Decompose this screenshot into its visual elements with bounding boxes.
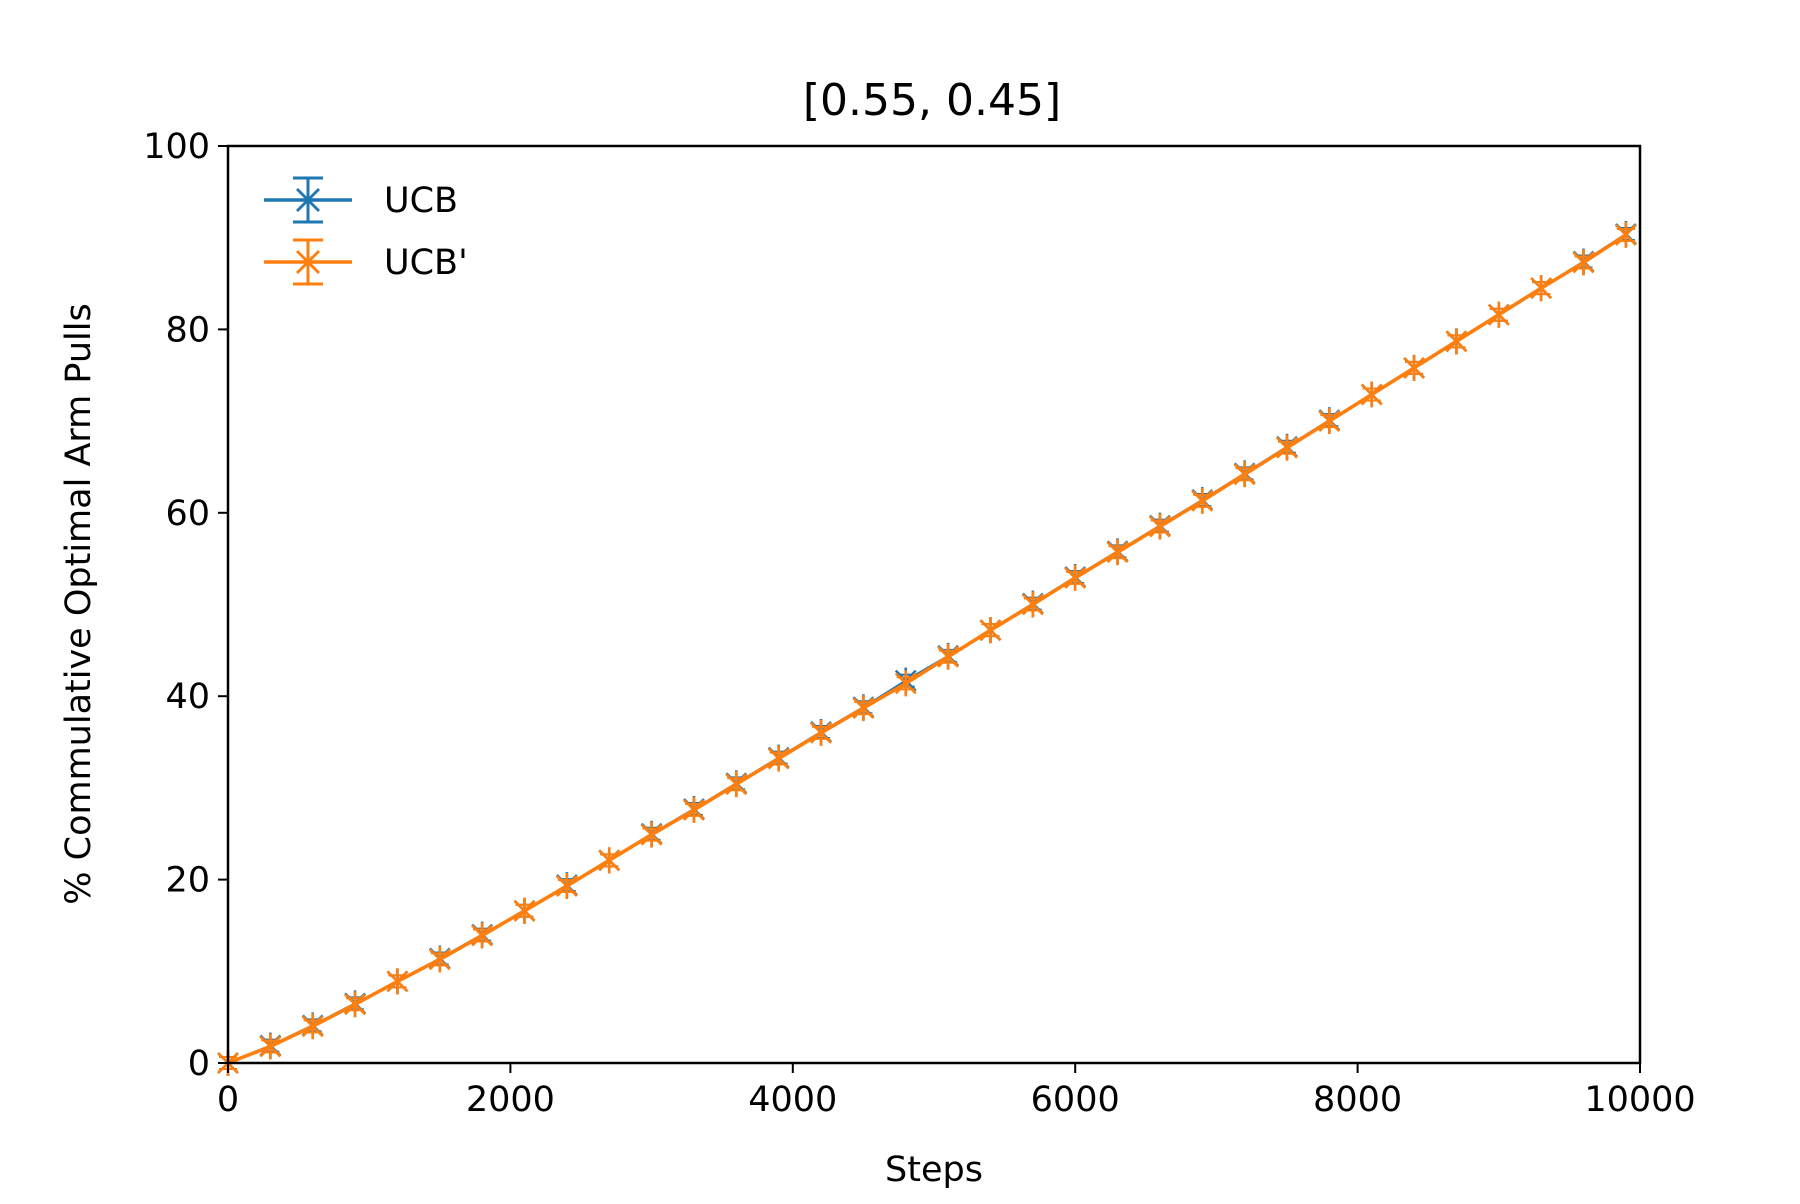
y-axis-label: % Commulative Optimal Arm Pulls <box>59 303 99 905</box>
data-point <box>1318 408 1341 435</box>
x-tick-label: 0 <box>217 1080 239 1120</box>
data-point <box>1445 328 1468 355</box>
data-point <box>301 1013 324 1040</box>
data-point <box>1403 354 1425 381</box>
x-tick-label: 6000 <box>1031 1080 1120 1120</box>
x-tick-label: 8000 <box>1313 1080 1402 1120</box>
legend: UCB UCB' <box>264 176 468 286</box>
data-point <box>937 643 960 670</box>
data-point <box>767 745 790 772</box>
legend-entry-ucb-prime: UCB' <box>264 238 468 286</box>
data-point <box>386 968 409 995</box>
y-tick-label: 100 <box>143 127 210 167</box>
series-line <box>227 233 1627 1065</box>
y-tick-label: 0 <box>188 1044 210 1084</box>
data-point <box>1530 275 1553 302</box>
series-line <box>227 233 1627 1065</box>
plot-frame <box>226 144 1642 1065</box>
data-point <box>1276 434 1298 461</box>
data-point <box>1021 591 1044 618</box>
data-point <box>1233 461 1256 488</box>
data-point <box>1106 539 1129 566</box>
data-point <box>1064 564 1087 591</box>
data-point <box>1149 513 1171 540</box>
legend-label: UCB <box>384 181 458 221</box>
data-point <box>259 1033 282 1060</box>
y-tick-label: 80 <box>165 310 210 350</box>
x-axis-ticks: 0 2000 4000 6000 8000 10000 <box>217 1063 1696 1120</box>
x-axis-label: Steps <box>885 1150 983 1190</box>
data-point <box>810 719 832 746</box>
data-point <box>1360 381 1383 408</box>
data-point <box>555 873 578 900</box>
series-ucb <box>217 221 1637 1076</box>
x-tick-label: 2000 <box>466 1080 555 1120</box>
data-point <box>852 695 875 722</box>
data-point <box>683 796 705 823</box>
data-point <box>513 897 536 924</box>
data-point <box>471 922 494 949</box>
data-point <box>894 670 917 697</box>
data-point <box>640 821 663 848</box>
legend-entry-ucb: UCB <box>264 176 458 224</box>
chart-title: [0.55, 0.45] <box>803 75 1061 126</box>
y-tick-label: 60 <box>165 494 210 534</box>
y-tick-label: 40 <box>165 677 210 717</box>
y-tick-label: 20 <box>165 861 210 901</box>
data-point <box>1572 249 1595 276</box>
data-point <box>1614 221 1637 248</box>
data-point <box>598 847 621 874</box>
data-point <box>344 991 366 1018</box>
data-point <box>725 771 748 798</box>
series-ucb-prime <box>217 221 1637 1076</box>
legend-label: UCB' <box>384 243 468 283</box>
x-tick-label: 4000 <box>748 1080 837 1120</box>
data-point <box>1191 487 1214 514</box>
data-point <box>428 946 451 973</box>
data-point <box>979 617 1002 644</box>
plot-area <box>217 221 1637 1076</box>
data-point <box>1487 301 1510 328</box>
x-tick-label: 10000 <box>1584 1080 1695 1120</box>
y-axis-ticks: 0 20 40 60 80 100 <box>143 127 228 1084</box>
